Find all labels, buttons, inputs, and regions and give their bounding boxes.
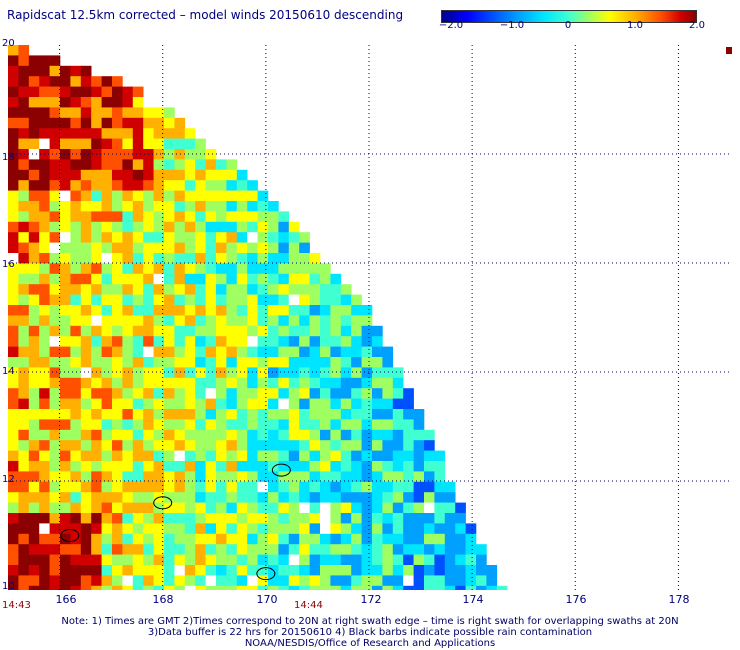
colorbar bbox=[441, 10, 697, 23]
map-title: Rapidscat 12.5km corrected – model winds… bbox=[7, 8, 404, 22]
note-line-1: Note: 1) Times are GMT 2)Times correspon… bbox=[61, 616, 679, 627]
swath-cells bbox=[8, 45, 508, 590]
rain-flag-contour bbox=[256, 567, 276, 581]
lon-label-170: 170 bbox=[256, 593, 278, 606]
lon-label-176: 176 bbox=[565, 593, 587, 606]
colorbar-tick: −2.0 bbox=[438, 20, 464, 31]
colorbar-tick: 0 bbox=[564, 20, 572, 31]
map-panel bbox=[8, 45, 730, 590]
lon-label-178: 178 bbox=[668, 593, 690, 606]
lat-label-18: 18 bbox=[2, 152, 15, 163]
time-label-left: 14:43 bbox=[2, 600, 31, 611]
lon-label-174: 174 bbox=[462, 593, 484, 606]
lat-label-20: 20 bbox=[2, 38, 15, 49]
note-line-3: NOAA/NESDIS/Office of Research and Appli… bbox=[244, 638, 496, 649]
lon-label-168: 168 bbox=[152, 593, 174, 606]
note-line-2: 3)Data buffer is 22 hrs for 20150610 4) … bbox=[147, 627, 593, 638]
graticule bbox=[8, 45, 730, 590]
lat-label-12: 12 bbox=[2, 474, 15, 485]
colorbar-tick: −1.0 bbox=[499, 20, 525, 31]
wind-difference-map bbox=[8, 45, 730, 590]
lon-label-172: 172 bbox=[360, 593, 382, 606]
rain-flag-contour bbox=[60, 529, 80, 542]
lon-label-166: 166 bbox=[55, 593, 77, 606]
legend-marker bbox=[726, 47, 732, 54]
rain-flag-contour bbox=[271, 463, 291, 477]
lat-label-14: 14 bbox=[2, 366, 15, 377]
colorbar-tick: 1.0 bbox=[627, 20, 643, 31]
colorbar-tick: 2.0 bbox=[689, 20, 705, 31]
time-label-mid: 14:44 bbox=[294, 600, 323, 611]
lat-label-16: 16 bbox=[2, 259, 15, 270]
lat-label-10: 10 bbox=[2, 581, 15, 592]
rain-flag-contour bbox=[153, 496, 173, 510]
